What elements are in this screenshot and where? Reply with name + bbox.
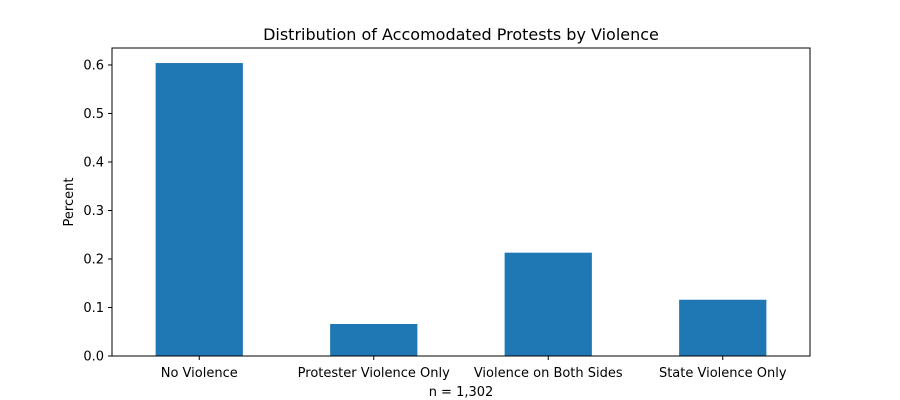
chart-title: Distribution of Accomodated Protests by … bbox=[263, 25, 659, 44]
y-tick-label-5: 0.5 bbox=[83, 107, 104, 122]
x-tick-label-0: No Violence bbox=[161, 366, 238, 381]
y-axis-label: Percent bbox=[62, 178, 77, 227]
x-tick-label-1: Protester Violence Only bbox=[298, 366, 450, 381]
bar-0 bbox=[155, 63, 243, 356]
plot-frame bbox=[111, 47, 811, 357]
y-tick-label-1: 0.1 bbox=[83, 301, 104, 316]
y-tick-label-6: 0.6 bbox=[83, 58, 104, 73]
y-tick-label-4: 0.4 bbox=[83, 155, 104, 170]
y-tick-label-3: 0.3 bbox=[83, 204, 104, 219]
x-axis-ticks: No Violence Protester Violence Only Violen… bbox=[161, 356, 787, 381]
y-tick-label-2: 0.2 bbox=[83, 252, 104, 267]
bar-3 bbox=[679, 299, 767, 356]
x-axis-label: n = 1,302 bbox=[429, 385, 494, 400]
y-tick-label-0: 0.0 bbox=[83, 350, 104, 365]
y-axis-ticks: 0.0 0.1 0.2 0.3 0.4 0.5 0.6 bbox=[83, 58, 112, 365]
bar-2 bbox=[504, 252, 592, 356]
bars-layer bbox=[155, 63, 767, 356]
x-tick-label-3: State Violence Only bbox=[659, 366, 787, 381]
x-tick-label-2: Violence on Both Sides bbox=[474, 366, 623, 381]
bar-1 bbox=[330, 323, 418, 356]
